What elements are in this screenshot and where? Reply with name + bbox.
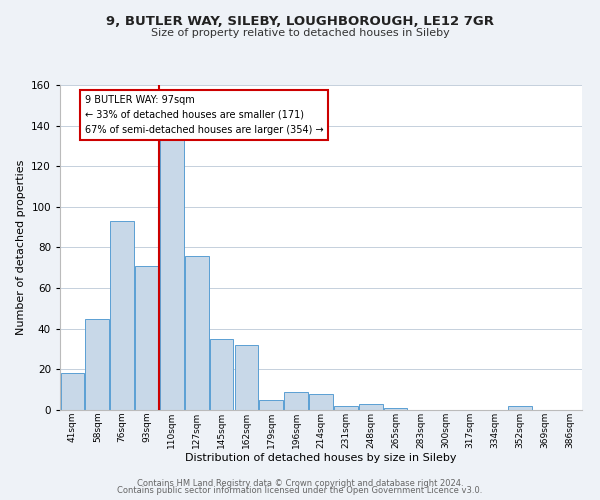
Y-axis label: Number of detached properties: Number of detached properties <box>16 160 26 335</box>
X-axis label: Distribution of detached houses by size in Sileby: Distribution of detached houses by size … <box>185 454 457 464</box>
Bar <box>334 406 358 410</box>
Bar <box>185 256 209 410</box>
Bar <box>210 339 233 410</box>
Bar <box>61 374 84 410</box>
Bar <box>284 392 308 410</box>
Text: 9 BUTLER WAY: 97sqm
← 33% of detached houses are smaller (171)
67% of semi-detac: 9 BUTLER WAY: 97sqm ← 33% of detached ho… <box>85 95 323 135</box>
Text: Contains public sector information licensed under the Open Government Licence v3: Contains public sector information licen… <box>118 486 482 495</box>
Bar <box>359 404 383 410</box>
Bar <box>160 140 184 410</box>
Bar <box>85 318 109 410</box>
Bar <box>110 221 134 410</box>
Text: 9, BUTLER WAY, SILEBY, LOUGHBOROUGH, LE12 7GR: 9, BUTLER WAY, SILEBY, LOUGHBOROUGH, LE1… <box>106 15 494 28</box>
Text: Contains HM Land Registry data © Crown copyright and database right 2024.: Contains HM Land Registry data © Crown c… <box>137 478 463 488</box>
Bar <box>309 394 333 410</box>
Text: Size of property relative to detached houses in Sileby: Size of property relative to detached ho… <box>151 28 449 38</box>
Bar <box>235 345 258 410</box>
Bar <box>384 408 407 410</box>
Bar <box>259 400 283 410</box>
Bar <box>135 266 159 410</box>
Bar <box>508 406 532 410</box>
